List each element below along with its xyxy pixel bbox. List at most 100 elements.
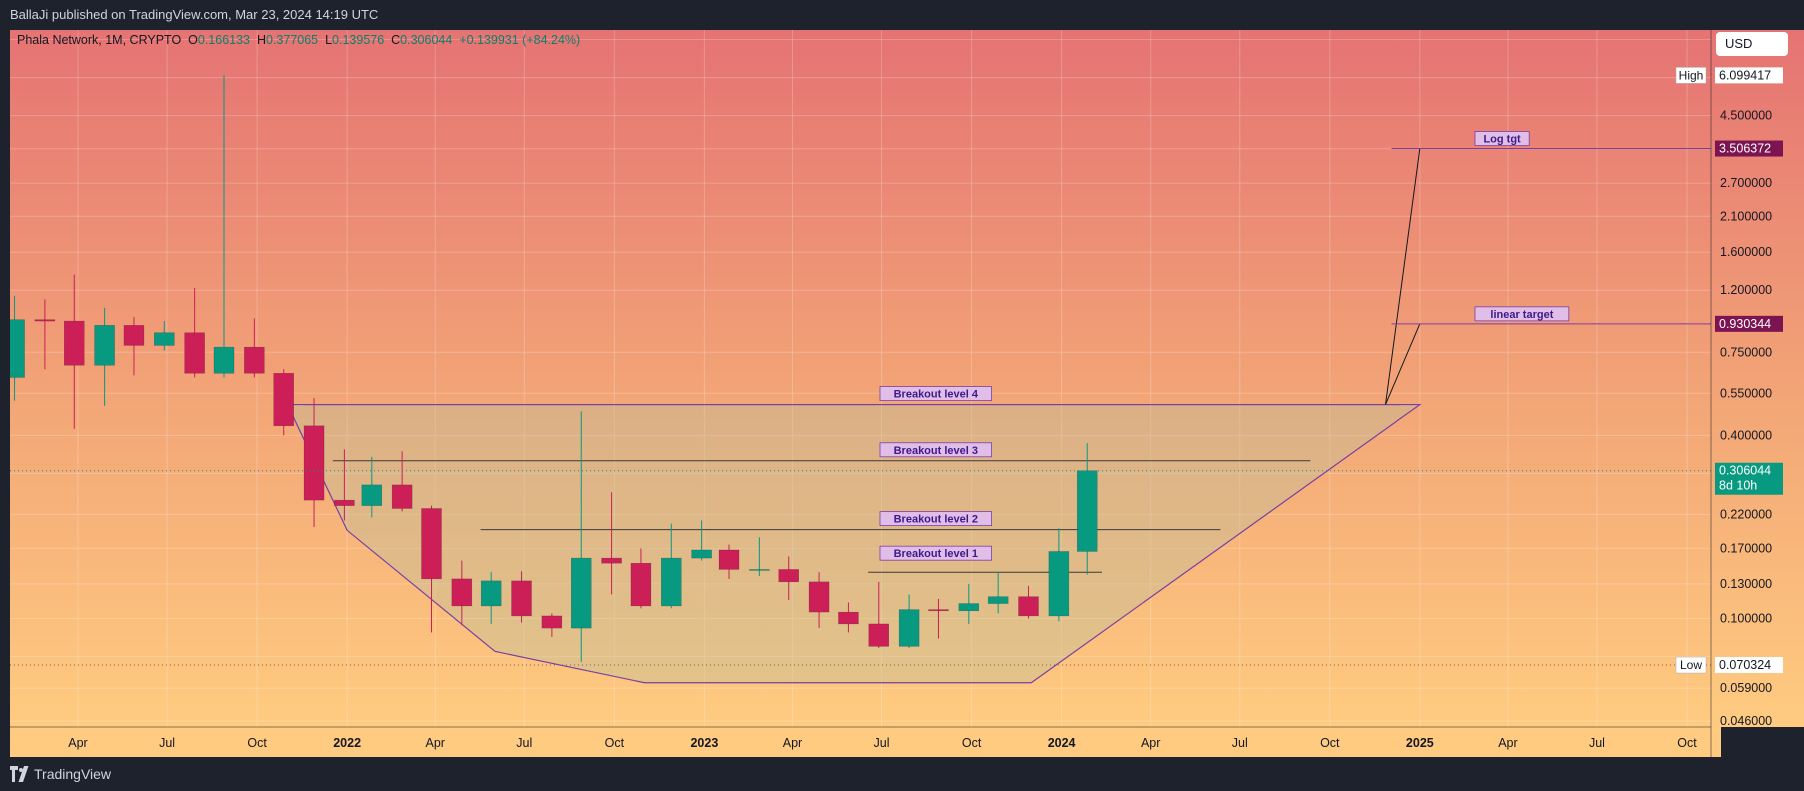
- candle[interactable]: [570, 411, 592, 662]
- candle-body: [213, 346, 235, 374]
- candle[interactable]: [898, 594, 920, 649]
- high-value: 6.099417: [1719, 68, 1771, 82]
- candle-body: [184, 332, 205, 374]
- candle[interactable]: [303, 398, 325, 527]
- published-header: BallaJi published on TradingView.com, Ma…: [10, 7, 379, 22]
- legend-open-label: O: [188, 33, 198, 47]
- candle-body: [898, 609, 920, 647]
- candle[interactable]: [273, 369, 294, 436]
- candle-body: [123, 325, 145, 346]
- candle[interactable]: [511, 571, 532, 623]
- rounding-bottom-pattern[interactable]: [286, 403, 1422, 684]
- candle-body: [868, 623, 890, 647]
- time-tick-label: Oct: [247, 736, 267, 750]
- candle-body: [154, 332, 175, 346]
- candle[interactable]: [361, 456, 383, 518]
- candle-body: [778, 569, 799, 583]
- high-label: High: [1679, 68, 1704, 82]
- breakout-label-box: [879, 511, 992, 527]
- projection-line[interactable]: [1384, 148, 1421, 405]
- price-tick-label: 0.059000: [1720, 681, 1772, 695]
- time-tick-label: Apr: [1498, 736, 1517, 750]
- target-price-tag: [1715, 315, 1783, 332]
- candle[interactable]: [421, 505, 442, 633]
- candle[interactable]: [691, 520, 712, 561]
- time-tick-label: Jul: [1589, 736, 1605, 750]
- breakout-label: Breakout level 3: [894, 445, 978, 457]
- time-tick-label: Jul: [159, 736, 175, 750]
- candle[interactable]: [808, 572, 830, 629]
- candle[interactable]: [661, 523, 682, 609]
- time-tick-label: Apr: [426, 736, 445, 750]
- current-price-value: 0.306044: [1719, 464, 1771, 478]
- candle[interactable]: [928, 598, 949, 639]
- low-value: 0.070324: [1719, 658, 1771, 672]
- candle[interactable]: [987, 572, 1009, 614]
- breakout-label-box: [879, 442, 992, 458]
- candle-body: [928, 609, 949, 612]
- candle[interactable]: [391, 451, 413, 512]
- candle[interactable]: [630, 548, 652, 609]
- symbol-legend: Phala Network, 1M, CRYPTO O0.166133 H0.3…: [17, 33, 580, 47]
- high-value-box: [1715, 67, 1783, 84]
- legend-close: 0.306044: [400, 33, 453, 47]
- candle-body: [34, 319, 56, 322]
- price-tick-label: 0.170000: [1720, 541, 1772, 555]
- target-label: linear target: [1490, 309, 1553, 321]
- legend-high: 0.377065: [266, 33, 319, 47]
- candle[interactable]: [34, 299, 56, 370]
- candle-body: [691, 549, 712, 559]
- price-tick-label: 4.500000: [1720, 109, 1772, 123]
- candle-body: [244, 346, 265, 374]
- candle[interactable]: [958, 583, 980, 624]
- legend-symbol: Phala Network, 1M, CRYPTO: [17, 33, 182, 47]
- time-tick-label: Oct: [605, 736, 625, 750]
- candle[interactable]: [10, 295, 25, 401]
- breakout-label-box: [879, 545, 992, 561]
- candle[interactable]: [244, 318, 265, 378]
- time-tick-label: Jul: [1232, 736, 1248, 750]
- projection-line[interactable]: [1385, 323, 1421, 405]
- candle[interactable]: [213, 75, 235, 378]
- low-label: Low: [1680, 658, 1702, 672]
- price-tick-label: 0.550000: [1720, 386, 1772, 400]
- candle[interactable]: [718, 544, 740, 579]
- candle[interactable]: [1048, 528, 1070, 622]
- time-tick-label: 2023: [690, 736, 718, 750]
- price-chart[interactable]: Breakout level 4 Breakout level 3 Breakout…: [10, 30, 1804, 757]
- candle-body: [10, 319, 25, 378]
- candle[interactable]: [123, 316, 145, 376]
- time-tick-label: 2022: [333, 736, 361, 750]
- target-label-box: [1474, 306, 1570, 322]
- breakout-label: Breakout level 1: [894, 548, 978, 560]
- candle[interactable]: [94, 307, 115, 406]
- candle[interactable]: [1076, 443, 1098, 575]
- candle[interactable]: [184, 288, 205, 378]
- candle[interactable]: [154, 321, 175, 351]
- price-tick-label: 2.700000: [1720, 176, 1772, 190]
- candle[interactable]: [541, 613, 563, 637]
- footer-bar: TradingView: [0, 757, 1804, 791]
- candle[interactable]: [1018, 585, 1039, 619]
- candle[interactable]: [334, 449, 355, 521]
- target-label: Log tgt: [1483, 134, 1521, 146]
- candle[interactable]: [838, 602, 859, 633]
- breakout-label: Breakout level 4: [894, 389, 979, 401]
- candle-body: [1048, 551, 1070, 617]
- candle-body: [987, 596, 1009, 604]
- candle[interactable]: [64, 274, 85, 429]
- candle-body: [303, 425, 325, 501]
- candle-body: [958, 603, 980, 612]
- currency-button[interactable]: USD: [1716, 32, 1788, 56]
- candle-countdown: 8d 10h: [1719, 479, 1757, 493]
- legend-low-label: L: [325, 33, 333, 47]
- price-tick-label: 0.046000: [1720, 714, 1772, 728]
- candle[interactable]: [451, 560, 473, 626]
- candle[interactable]: [601, 492, 622, 595]
- candle[interactable]: [778, 556, 799, 601]
- candle[interactable]: [868, 581, 890, 649]
- candle-body: [391, 484, 413, 509]
- current-price-tag: [1715, 462, 1783, 495]
- candle[interactable]: [480, 572, 502, 624]
- candle[interactable]: [749, 537, 770, 576]
